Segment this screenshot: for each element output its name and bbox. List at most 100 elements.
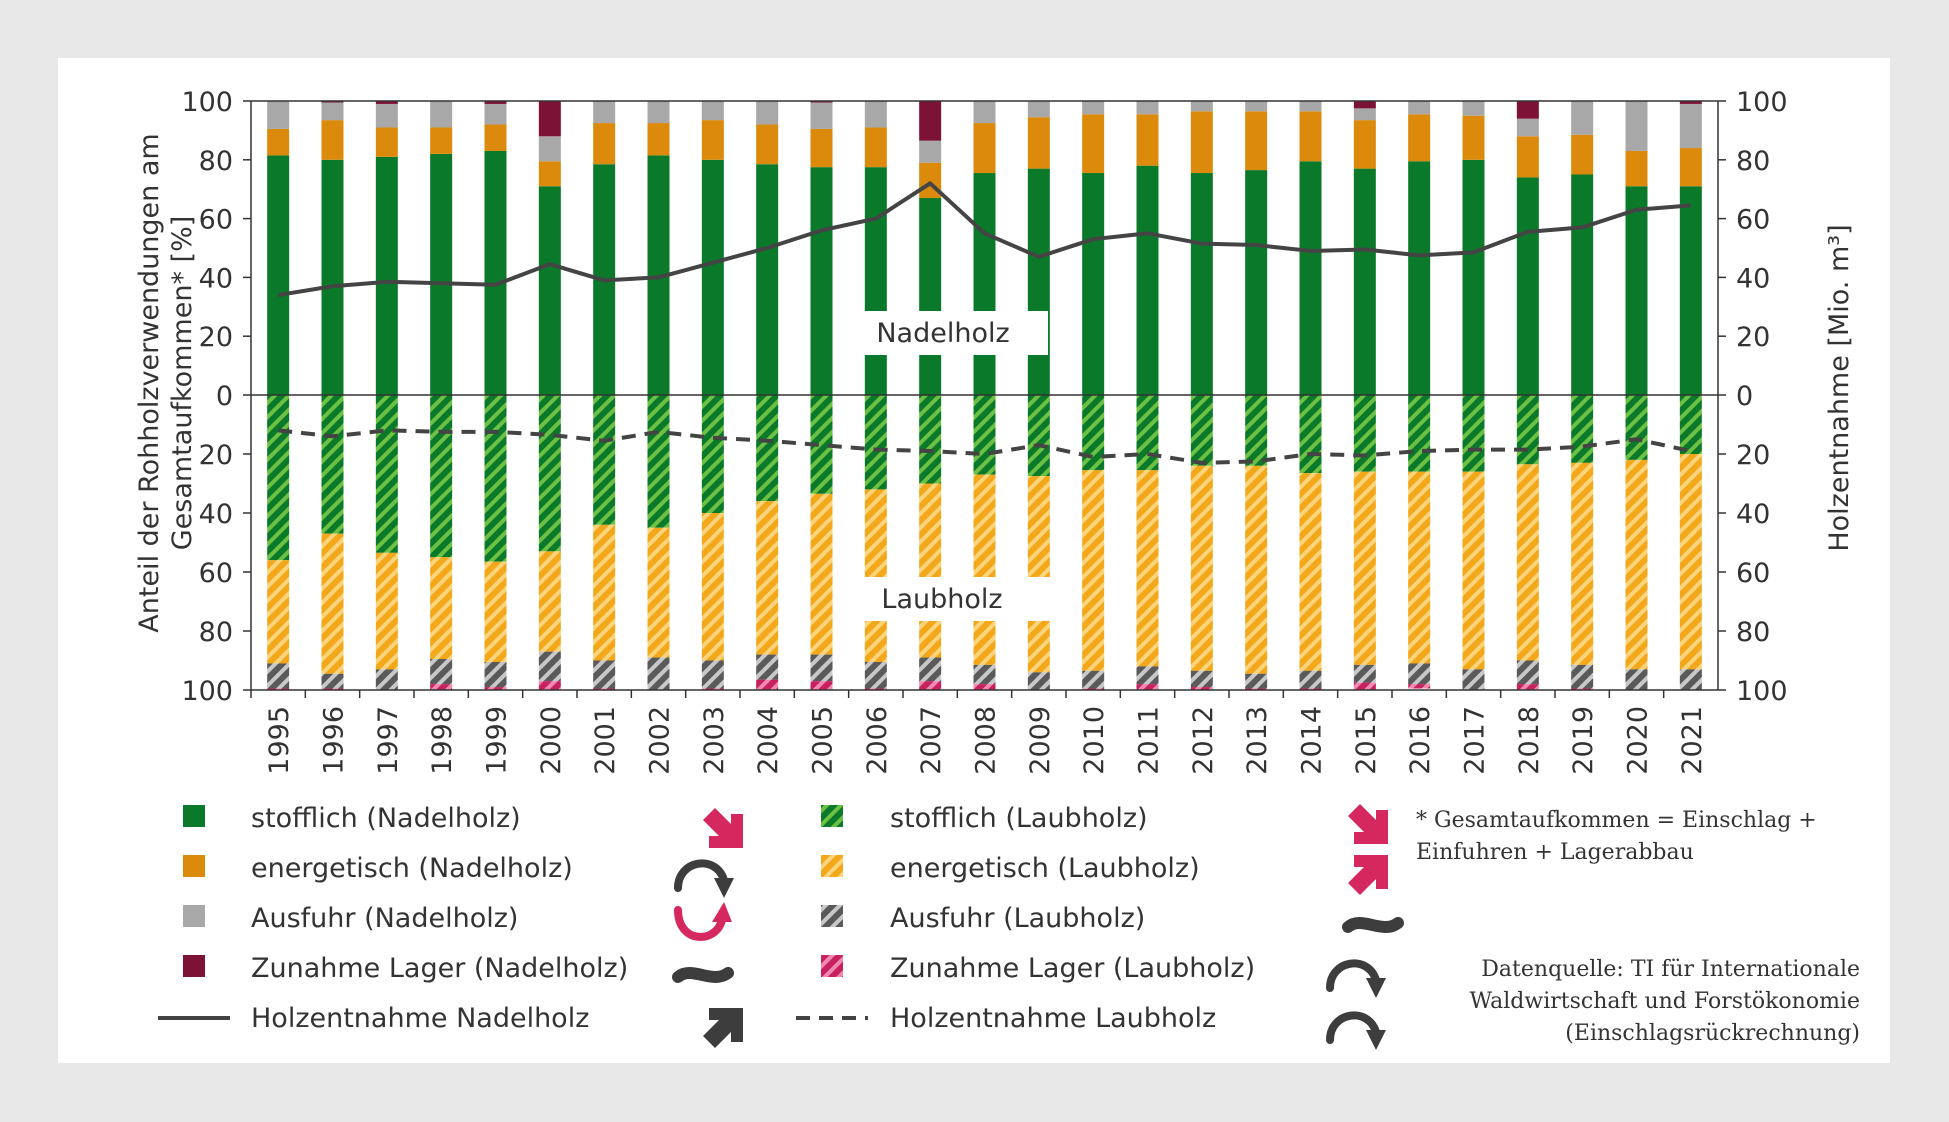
bar-stoff-1999 — [484, 150, 507, 395]
trend-arrow-down-right-laub-icon — [1348, 804, 1388, 844]
xtick-label-2010: 2010 — [1079, 706, 1110, 775]
bar-stoff_l-1996 — [321, 395, 344, 534]
bar-aus_l-1999 — [484, 661, 507, 688]
bar-ener_l-2007 — [919, 483, 942, 658]
xtick-label-2000: 2000 — [536, 706, 567, 775]
xtick-label-2005: 2005 — [808, 706, 839, 775]
bar-stoff_l-2009 — [1027, 395, 1050, 477]
bar-aus_l-1996 — [321, 673, 344, 689]
bar-ener_l-2005 — [810, 493, 833, 655]
legend-label-ausfuhr-nadel: Ausfuhr (Nadelholz) — [251, 903, 518, 934]
bar-ener_l-2008 — [973, 474, 996, 665]
bar-stoff-2016 — [1408, 161, 1431, 395]
xtick-label-2003: 2003 — [699, 706, 730, 775]
bar-ener_l-2002 — [647, 527, 670, 658]
bar-lager-1999 — [484, 101, 507, 104]
bar-lager_l-1998 — [430, 684, 453, 690]
bar-aus-2010 — [1082, 101, 1105, 115]
bar-aus_l-2017 — [1462, 669, 1485, 690]
bar-ener-2012 — [1190, 111, 1213, 174]
legend-swatch-ausfuhr-nadel — [183, 905, 205, 927]
bar-stoff-2003 — [701, 159, 724, 395]
bar-stoff-2021 — [1679, 186, 1702, 395]
ytick-label-right-upper-0: 0 — [1736, 381, 1753, 412]
bar-stoff-2007 — [919, 198, 942, 395]
bar-ener-2005 — [810, 128, 833, 168]
bar-lager-2007 — [919, 101, 942, 141]
bar-aus_l-2012 — [1190, 670, 1213, 688]
bar-stoff_l-2003 — [701, 395, 724, 513]
bar-ener_l-1995 — [267, 560, 290, 664]
bar-stoff-2000 — [538, 186, 561, 395]
bar-stoff_l-2018 — [1516, 395, 1539, 465]
bar-aus_l-2020 — [1625, 669, 1648, 690]
xtick-label-2017: 2017 — [1460, 706, 1491, 775]
bar-lager-2021 — [1679, 101, 1702, 104]
xtick-label-2009: 2009 — [1025, 706, 1056, 775]
ytick-label-left-lower-100: 100 — [181, 676, 233, 707]
bar-aus-2006 — [864, 101, 887, 128]
bar-aus_l-2021 — [1679, 669, 1702, 690]
bar-ener-2003 — [701, 120, 724, 160]
panel-label-upper-bg — [838, 311, 1048, 355]
trend-constant-icon — [672, 967, 734, 983]
bar-lager-1997 — [375, 101, 398, 104]
bar-ener-2015 — [1353, 120, 1376, 169]
bar-aus-2021 — [1679, 103, 1702, 149]
bar-stoff_l-2014 — [1299, 395, 1322, 474]
bar-ener-2016 — [1408, 114, 1431, 162]
legend-label-lager-nadel: Zunahme Lager (Nadelholz) — [251, 953, 628, 984]
bar-aus-2014 — [1299, 101, 1322, 112]
bar-aus-1998 — [430, 101, 453, 128]
ytick-label-left-upper-60: 60 — [199, 205, 233, 236]
bar-lager_l-2000 — [538, 681, 561, 690]
bar-aus-1995 — [267, 101, 290, 129]
bar-aus_l-2011 — [1136, 666, 1159, 685]
bar-ener_l-2006 — [864, 489, 887, 662]
bar-stoff-2014 — [1299, 161, 1322, 395]
y-axis-label-left-line1: Anteil der Rohholzverwendungen am — [134, 133, 165, 632]
bar-ener_l-2018 — [1516, 464, 1539, 661]
bar-aus_l-2014 — [1299, 670, 1322, 689]
legend-label-energetisch-laub: energetisch (Laubholz) — [890, 853, 1200, 884]
bar-aus-2019 — [1571, 101, 1594, 135]
trend-arrow-up-right-icon — [703, 1008, 743, 1048]
bar-ener-2018 — [1516, 136, 1539, 178]
trend-curve-down-laub-icon — [1326, 959, 1386, 998]
bar-ener-1997 — [375, 127, 398, 157]
xtick-label-2019: 2019 — [1568, 706, 1599, 775]
bar-aus-2002 — [647, 101, 670, 124]
bar-ener-2009 — [1027, 117, 1050, 169]
trend-curve-down-icon — [674, 859, 734, 898]
source-line2: Waldwirtschaft und Forstökonomie — [1469, 989, 1860, 1014]
ytick-label-right-lower-60: 60 — [1736, 558, 1770, 589]
legend-label-stofflich-nadel: stofflich (Nadelholz) — [251, 803, 521, 834]
bar-ener-2000 — [538, 161, 561, 187]
xtick-label-2007: 2007 — [916, 706, 947, 775]
bar-aus-2015 — [1353, 108, 1376, 121]
bar-aus-1999 — [484, 103, 507, 125]
xtick-label-1999: 1999 — [482, 706, 513, 775]
bar-ener-2013 — [1245, 111, 1268, 171]
bar-ener-2001 — [593, 123, 616, 165]
lines-group — [277, 181, 1692, 465]
ytick-label-right-upper-40: 40 — [1736, 263, 1770, 294]
ytick-label-right-upper-20: 20 — [1736, 322, 1770, 353]
bar-stoff-2010 — [1082, 173, 1105, 395]
ytick-label-left-upper-40: 40 — [199, 263, 233, 294]
footnote-line1: * Gesamtaufkommen = Einschlag + — [1416, 808, 1817, 833]
bar-stoff_l-2020 — [1625, 395, 1648, 460]
bar-stoff-2008 — [973, 173, 996, 395]
bar-stoff-2018 — [1516, 177, 1539, 395]
legend-label-ausfuhr-laub: Ausfuhr (Laubholz) — [890, 903, 1145, 934]
y-axis-label-right: Holzentnahme [Mio. m³] — [1824, 224, 1855, 551]
bar-stoff-2013 — [1245, 170, 1268, 395]
bar-aus_l-2005 — [810, 654, 833, 682]
chart-panel: 0 0 20 20 40 40 60 60 80 80 100 100 20 20 40 40 60 60 80 80… — [58, 58, 1890, 1063]
legend-swatch-lager-nadel — [183, 955, 205, 977]
xtick-label-2006: 2006 — [862, 706, 893, 775]
bar-stoff_l-2002 — [647, 395, 670, 528]
ytick-label-left-upper-80: 80 — [199, 146, 233, 177]
bar-aus_l-2009 — [1027, 672, 1050, 690]
legend-swatch-ausfuhr-laub — [821, 905, 843, 927]
